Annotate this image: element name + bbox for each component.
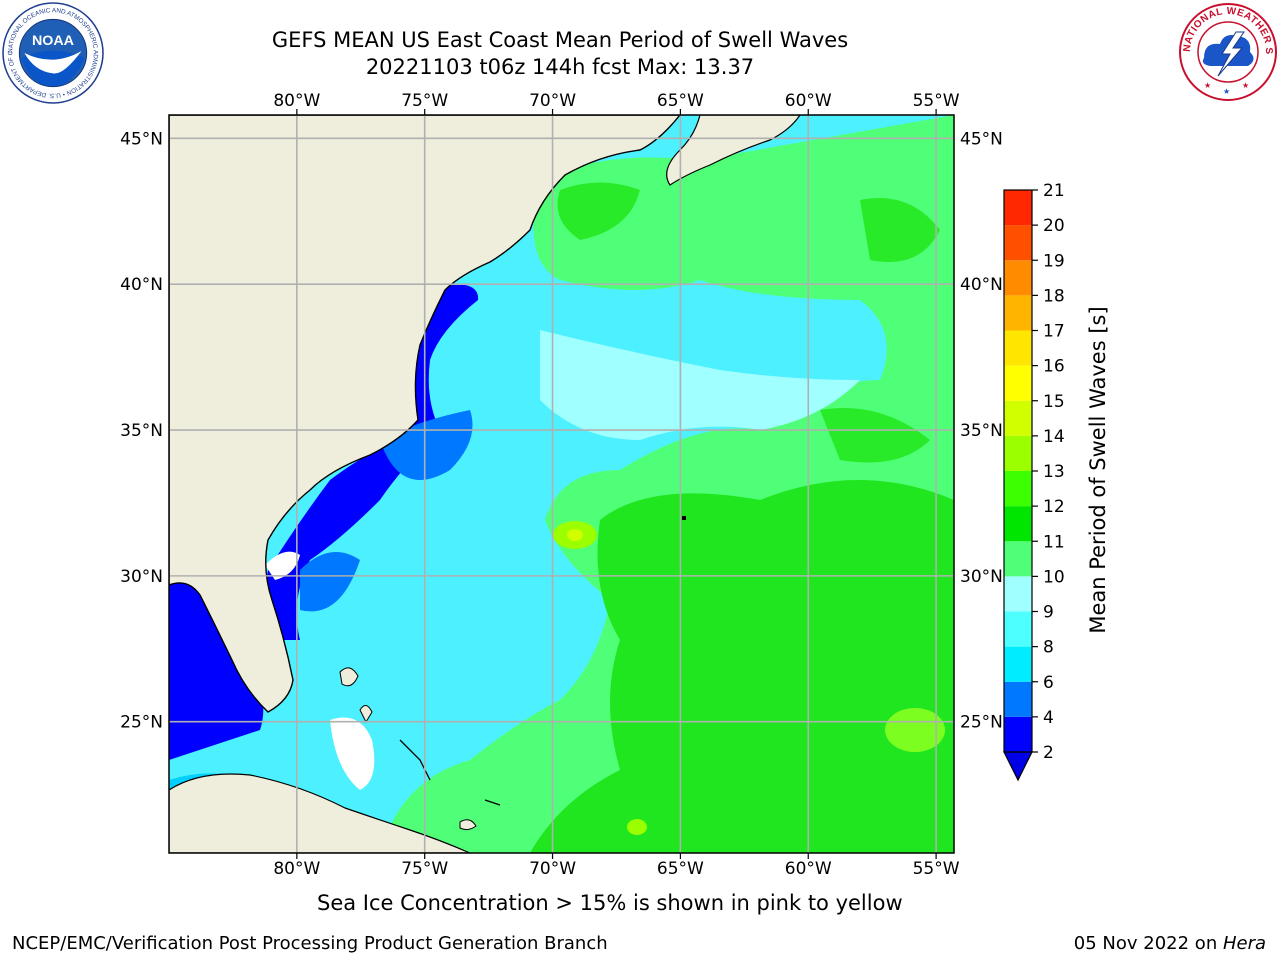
colorbar-tick-label: 11	[1043, 532, 1065, 552]
lat-tick-label: 30°N	[120, 567, 163, 587]
cuba-land	[169, 773, 471, 853]
colorbar-bin	[1004, 295, 1032, 331]
colorbar-tick-label: 19	[1043, 251, 1065, 271]
swell-8-9s-band	[540, 330, 860, 440]
colorbar-under-extend	[1003, 751, 1033, 782]
colorbar-bin	[1004, 190, 1032, 226]
lat-tick-label: 45°N	[120, 129, 163, 149]
colorbar-bin	[1004, 435, 1032, 471]
lon-tick-label: 70°W	[529, 859, 576, 879]
colorbar-tick-label: 2	[1043, 743, 1054, 763]
colorbar-bin	[1004, 541, 1032, 577]
lon-tick-label: 80°W	[273, 91, 320, 111]
lon-tick-label: 75°W	[401, 859, 448, 879]
lat-tick-label: 40°N	[960, 275, 1003, 295]
colorbar-bin	[1004, 681, 1032, 717]
colorbar-bin	[1004, 260, 1032, 296]
colorbar-bin	[1004, 471, 1032, 507]
footer-date: 05 Nov 2022 on Hera	[1073, 933, 1266, 954]
lon-tick-label: 55°W	[913, 859, 960, 879]
svg-text:★: ★	[1204, 81, 1211, 90]
chart-title: GEFS MEAN US East Coast Mean Period of S…	[271, 28, 849, 52]
map-field	[169, 115, 954, 853]
colorbar-bin	[1004, 365, 1032, 401]
footer-credit: NCEP/EMC/Verification Post Processing Pr…	[12, 933, 608, 954]
lon-tick-label: 80°W	[273, 859, 320, 879]
lat-tick-label: 35°N	[120, 421, 163, 441]
lat-tick-label: 35°N	[960, 421, 1003, 441]
footer-machine: Hera	[1222, 933, 1266, 954]
colorbar-tick-label: 13	[1043, 462, 1065, 482]
colorbar-tick-label: 20	[1043, 216, 1065, 236]
colorbar: 2 4 6 8 9 10 11 12 13 14 15 16 17 18 19 20 21	[1003, 181, 1065, 782]
lat-tick-label: 25°N	[960, 713, 1003, 733]
lon-tick-label: 55°W	[913, 91, 960, 111]
map-gridlines	[169, 115, 954, 853]
lat-labels-right: 45°N 40°N 35°N 30°N 25°N	[960, 129, 1003, 732]
colorbar-tick-label: 9	[1043, 603, 1054, 623]
colorbar-tick-label: 10	[1043, 567, 1065, 587]
map-frame	[168, 114, 955, 854]
colorbar-tick-label: 17	[1043, 322, 1065, 342]
sea-ice-caption: Sea Ice Concentration > 15% is shown in …	[317, 891, 903, 915]
nws-logo-icon: NATIONAL WEATHER SERVICE ★ ★ ★	[1178, 2, 1277, 101]
chart-subtitle: 20221103 t06z 144h fcst Max: 13.37	[365, 55, 755, 79]
lon-tick-label: 65°W	[657, 91, 704, 111]
colorbar-tick-label: 16	[1043, 357, 1065, 377]
colorbar-bin	[1004, 225, 1032, 261]
lat-labels-left: 45°N 40°N 35°N 30°N 25°N	[120, 129, 163, 732]
lon-tick-label: 60°W	[785, 91, 832, 111]
svg-text:★: ★	[1242, 81, 1249, 90]
colorbar-bin	[1004, 330, 1032, 366]
colorbar-tick-label: 21	[1043, 181, 1065, 201]
lon-tick-label: 65°W	[657, 859, 704, 879]
lon-tick-label: 70°W	[529, 91, 576, 111]
colorbar-tick-label: 15	[1043, 392, 1065, 412]
colorbar-bin	[1004, 400, 1032, 436]
lat-tick-label: 45°N	[960, 129, 1003, 149]
colorbar-tick-label: 12	[1043, 497, 1065, 517]
colorbar-label: Mean Period of Swell Waves [s]	[1086, 306, 1110, 633]
lon-tick-label: 75°W	[401, 91, 448, 111]
colorbar-tick-label: 14	[1043, 427, 1065, 447]
lat-tick-label: 25°N	[120, 713, 163, 733]
colorbar-tick-label: 8	[1043, 638, 1054, 658]
lon-tick-label: 60°W	[785, 859, 832, 879]
colorbar-bin	[1004, 576, 1032, 612]
lon-labels-top: 80°W 75°W 70°W 65°W 60°W 55°W	[273, 91, 960, 115]
svg-text:NOAA: NOAA	[32, 33, 74, 49]
colorbar-tick-label: 18	[1043, 286, 1065, 306]
lon-labels-bottom: 80°W 75°W 70°W 65°W 60°W 55°W	[273, 853, 960, 879]
noaa-logo-icon: NOAA NATIONAL OCEANIC AND ATMOSPHERIC AD…	[2, 2, 104, 104]
swell-10-11s-region	[530, 480, 954, 853]
lat-tick-label: 30°N	[960, 567, 1003, 587]
lat-tick-label: 40°N	[120, 275, 163, 295]
svg-text:★: ★	[1223, 87, 1230, 96]
colorbar-bin	[1004, 716, 1032, 752]
colorbar-bin	[1004, 611, 1032, 647]
colorbar-bin	[1004, 506, 1032, 542]
colorbar-tick-label: 6	[1043, 673, 1054, 693]
colorbar-bin	[1004, 646, 1032, 682]
colorbar-tick-label: 4	[1043, 708, 1054, 728]
